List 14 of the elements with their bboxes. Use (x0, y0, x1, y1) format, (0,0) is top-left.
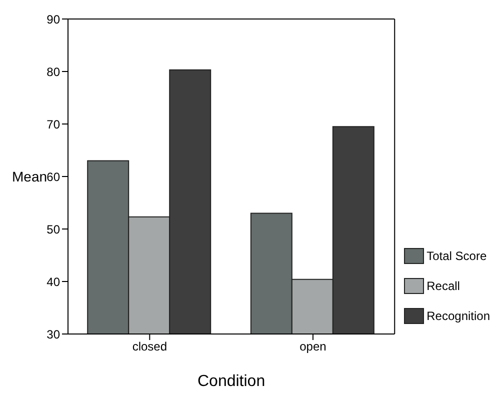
x-tick-label: closed (132, 340, 167, 354)
y-tick-label: 90 (46, 12, 60, 26)
y-tick-label: 60 (46, 170, 60, 184)
y-tick-label: 30 (46, 327, 60, 342)
y-tick-label: 80 (46, 64, 60, 79)
legend-label: Total Score (426, 249, 487, 263)
y-axis-title: Mean (12, 168, 48, 184)
y-tick-label: 50 (46, 222, 60, 236)
legend-label: Recall (426, 279, 460, 293)
x-tick-label: open (300, 340, 326, 354)
y-tick-label: 70 (46, 117, 60, 132)
x-axis-title: Condition (198, 373, 266, 390)
legend-label: Recognition (426, 309, 490, 323)
y-tick-label: 40 (46, 274, 60, 289)
